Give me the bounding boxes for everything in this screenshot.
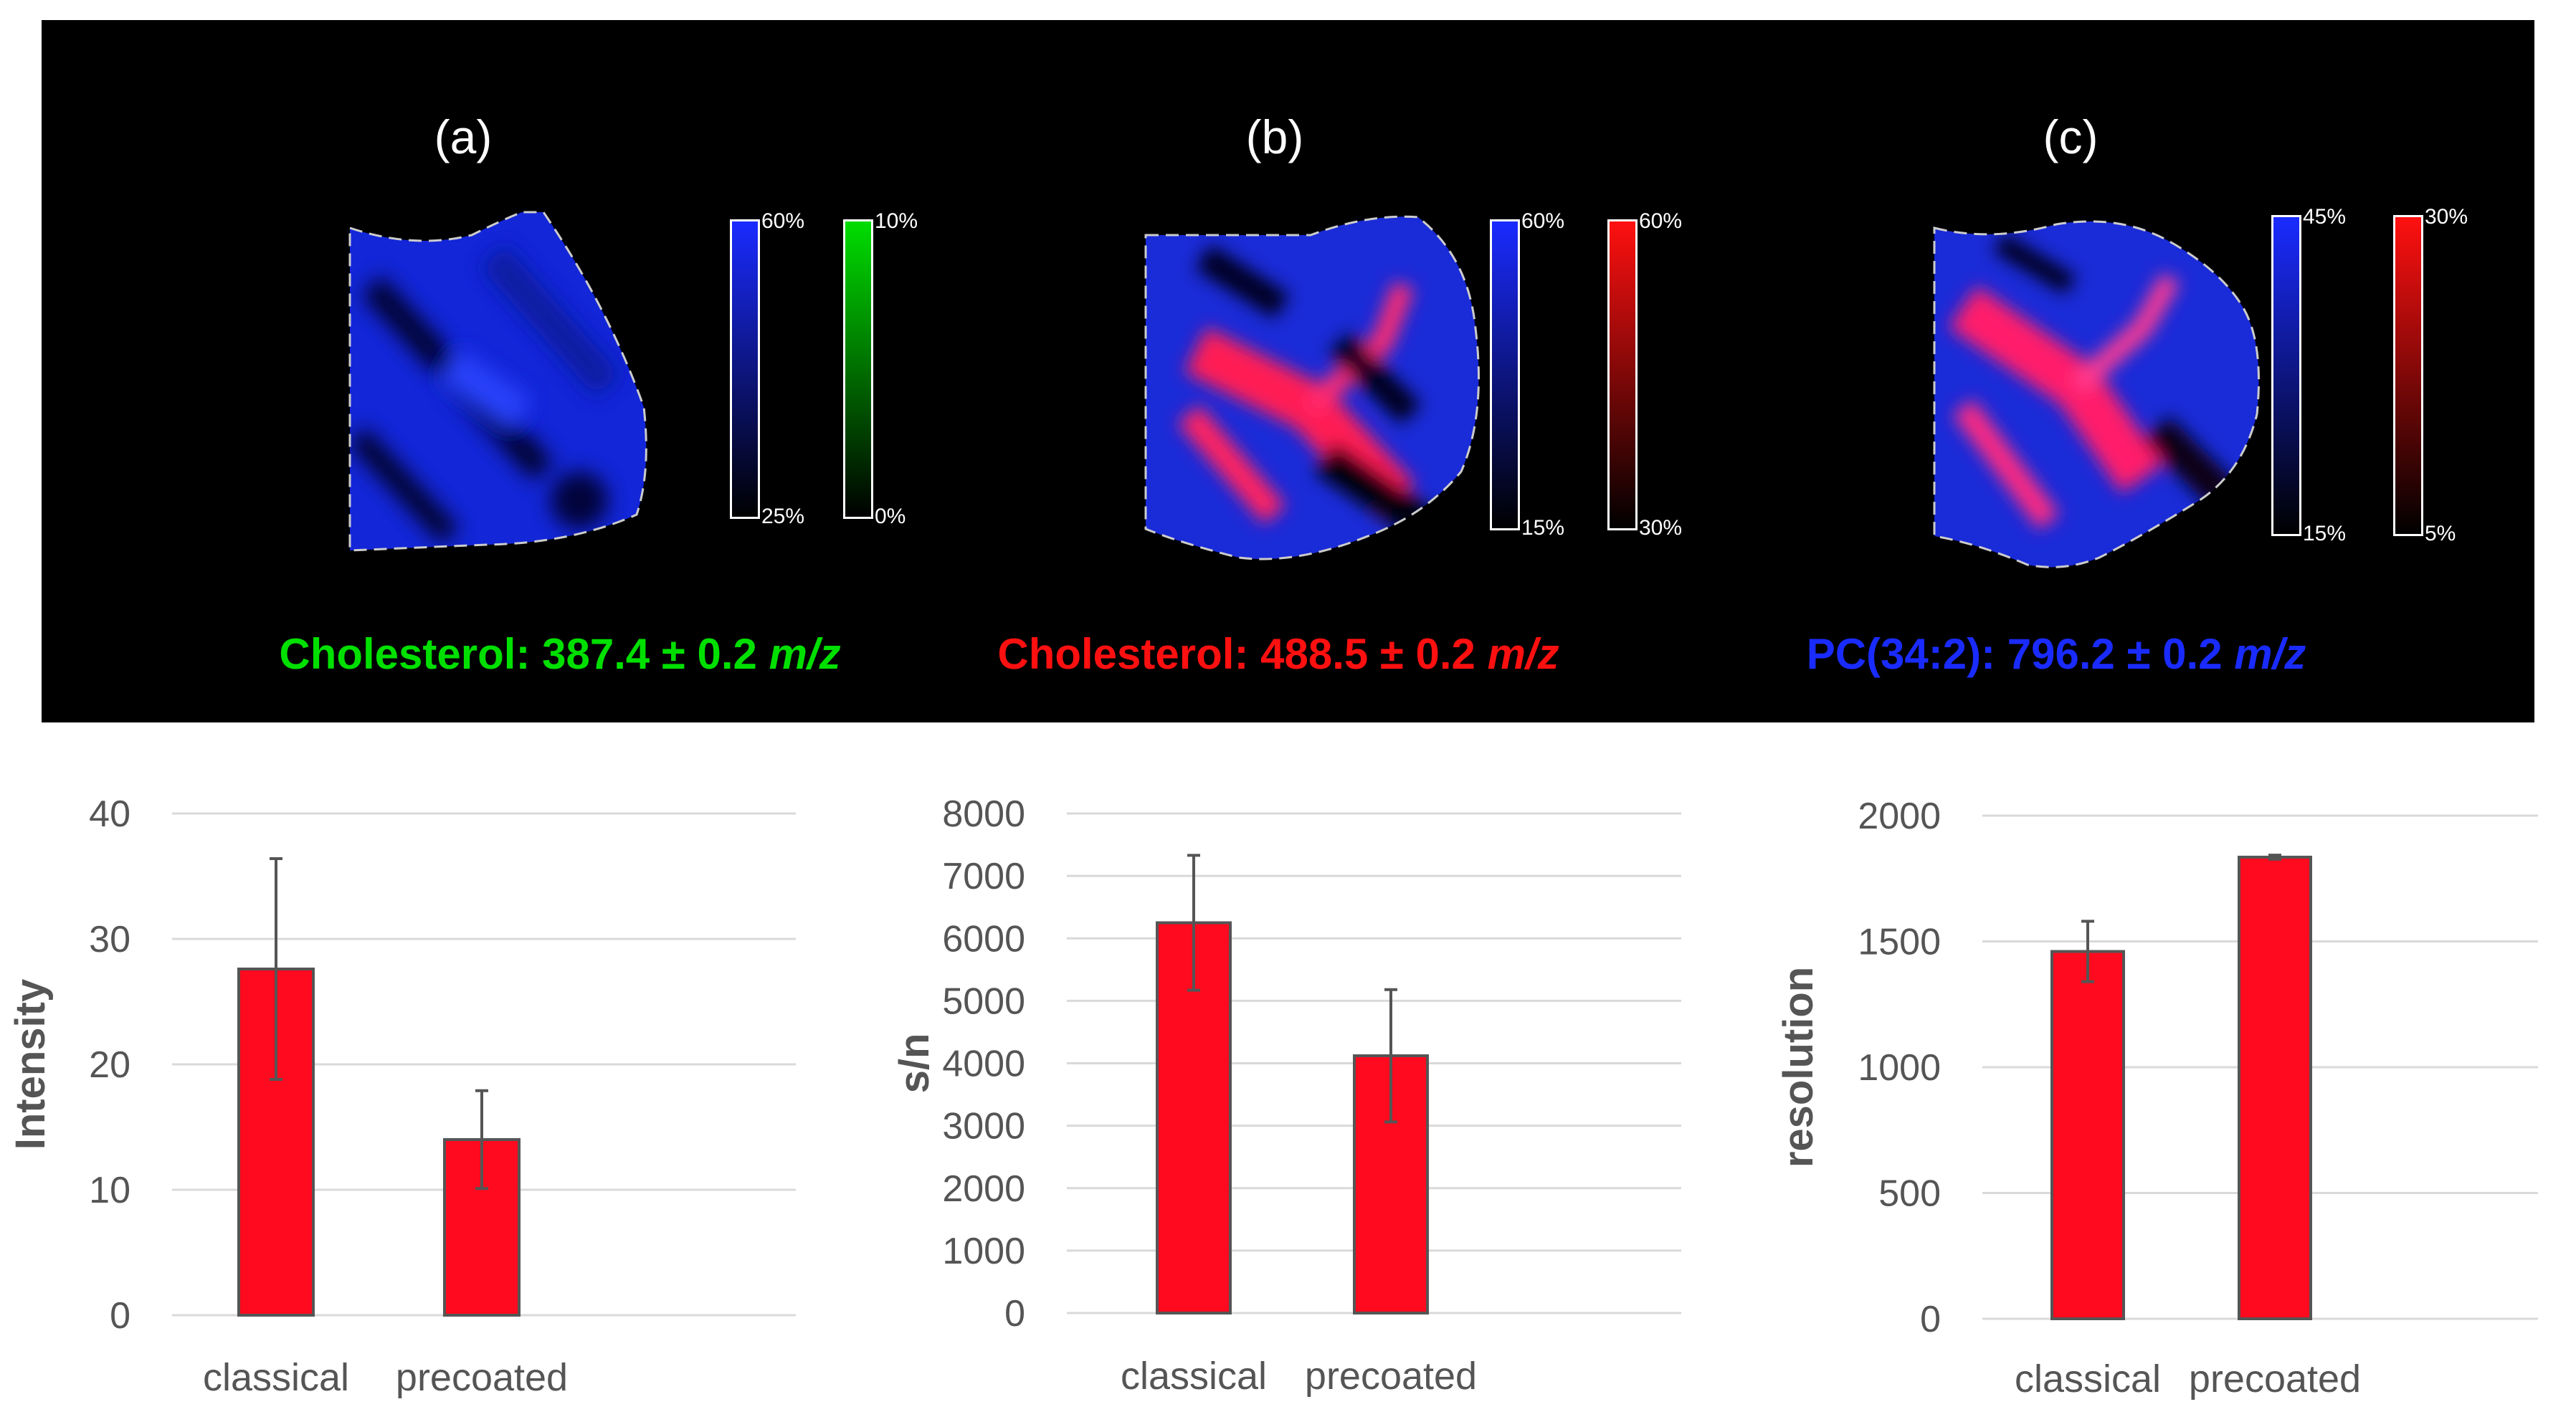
colorbar-a-blue: [730, 219, 760, 519]
y-tick-label: 6000: [942, 918, 1025, 960]
y-tick-label: 500: [1878, 1173, 1941, 1215]
caption-a: Cholesterol: 387.4 ± 0.2 m/z: [279, 630, 841, 678]
colorbar-a-green-min: 0%: [875, 505, 906, 528]
category-label-classical: classical: [1121, 1355, 1267, 1398]
colorbar-b-blue: [1490, 219, 1520, 530]
panel-b-label: (b): [1245, 110, 1304, 163]
colorbar-c-blue-min: 15%: [2303, 522, 2347, 545]
colorbar-b-blue-min: 15%: [1521, 516, 1565, 540]
signal-to-noise-bar-chart: 0 1000 2000 3000 4000 5000 6000 7000 8000 s/n clas…: [891, 793, 1681, 1398]
y-tick-label: 2000: [1858, 796, 1941, 837]
y-tick-label: 3000: [942, 1106, 1025, 1147]
y-tick-label: 0: [1920, 1299, 1941, 1340]
resolution-bar-chart: 0 500 1000 1500 2000 resolution classical preco…: [1775, 796, 2538, 1400]
colorbar-b-red-min: 30%: [1639, 516, 1683, 540]
y-tick-label: 1000: [942, 1231, 1025, 1272]
colorbar-b-red: [1607, 219, 1638, 530]
tissue-image-b: [1144, 215, 1480, 560]
y-tick-label: 40: [89, 793, 130, 835]
colorbar-c-blue-max: 45%: [2303, 205, 2347, 229]
bar-classical: [237, 968, 315, 1317]
y-tick-label: 5000: [942, 980, 1025, 1022]
y-tick-label: 30: [89, 919, 130, 960]
y-tick-label: 1500: [1858, 922, 1941, 963]
colorbar-a-blue-max: 60%: [761, 209, 805, 233]
y-tick-label: 0: [110, 1295, 130, 1337]
colorbar-c-red: [2393, 215, 2423, 536]
category-label-precoated: precoated: [396, 1356, 568, 1399]
bar-precoated: [443, 1138, 521, 1317]
colorbar-a-green: [843, 219, 873, 519]
colorbar-a-green-max: 10%: [875, 209, 918, 233]
tissue-image-c: [1933, 220, 2260, 568]
caption-b: Cholesterol: 488.5 ± 0.2 m/z: [997, 630, 1559, 678]
y-tick-label: 8000: [942, 793, 1025, 835]
colorbar-b-red-max: 60%: [1639, 209, 1683, 233]
panel-c-label: (c): [2043, 110, 2099, 163]
colorbar-c-red-min: 5%: [2425, 522, 2456, 545]
category-label-precoated: precoated: [1305, 1355, 1477, 1398]
tissue-image-a: [348, 211, 647, 552]
caption-c: PC(34:2): 796.2 ± 0.2 m/z: [1806, 630, 2306, 678]
colorbar-c-red-max: 30%: [2425, 205, 2468, 229]
panel-a-label: (a): [434, 110, 493, 163]
y-tick-label: 1000: [1858, 1047, 1941, 1089]
y-tick-label: 20: [89, 1044, 130, 1086]
y-tick-label: 2000: [942, 1168, 1025, 1210]
category-label-classical: classical: [203, 1356, 349, 1399]
bar-precoated: [2238, 855, 2312, 1321]
y-axis-label: resolution: [1775, 967, 1822, 1168]
colorbar-b-blue-max: 60%: [1521, 209, 1565, 233]
colorbar-a-blue-min: 25%: [761, 505, 805, 528]
category-label-classical: classical: [2015, 1357, 2161, 1400]
category-label-precoated: precoated: [2189, 1357, 2361, 1400]
y-tick-label: 4000: [942, 1044, 1025, 1085]
ms-imaging-panel: (a) (b) (c): [42, 20, 2534, 722]
intensity-bar-chart: 0 10 20 30 40 Intensity classical precoated: [7, 793, 796, 1399]
y-tick-label: 10: [89, 1170, 130, 1211]
y-tick-label: 7000: [942, 856, 1025, 897]
y-axis-label: Intensity: [7, 979, 54, 1150]
colorbar-c-blue: [2271, 215, 2301, 536]
y-axis-label: s/n: [891, 1034, 938, 1094]
bar-classical: [2050, 950, 2125, 1321]
y-tick-label: 0: [1004, 1293, 1025, 1335]
